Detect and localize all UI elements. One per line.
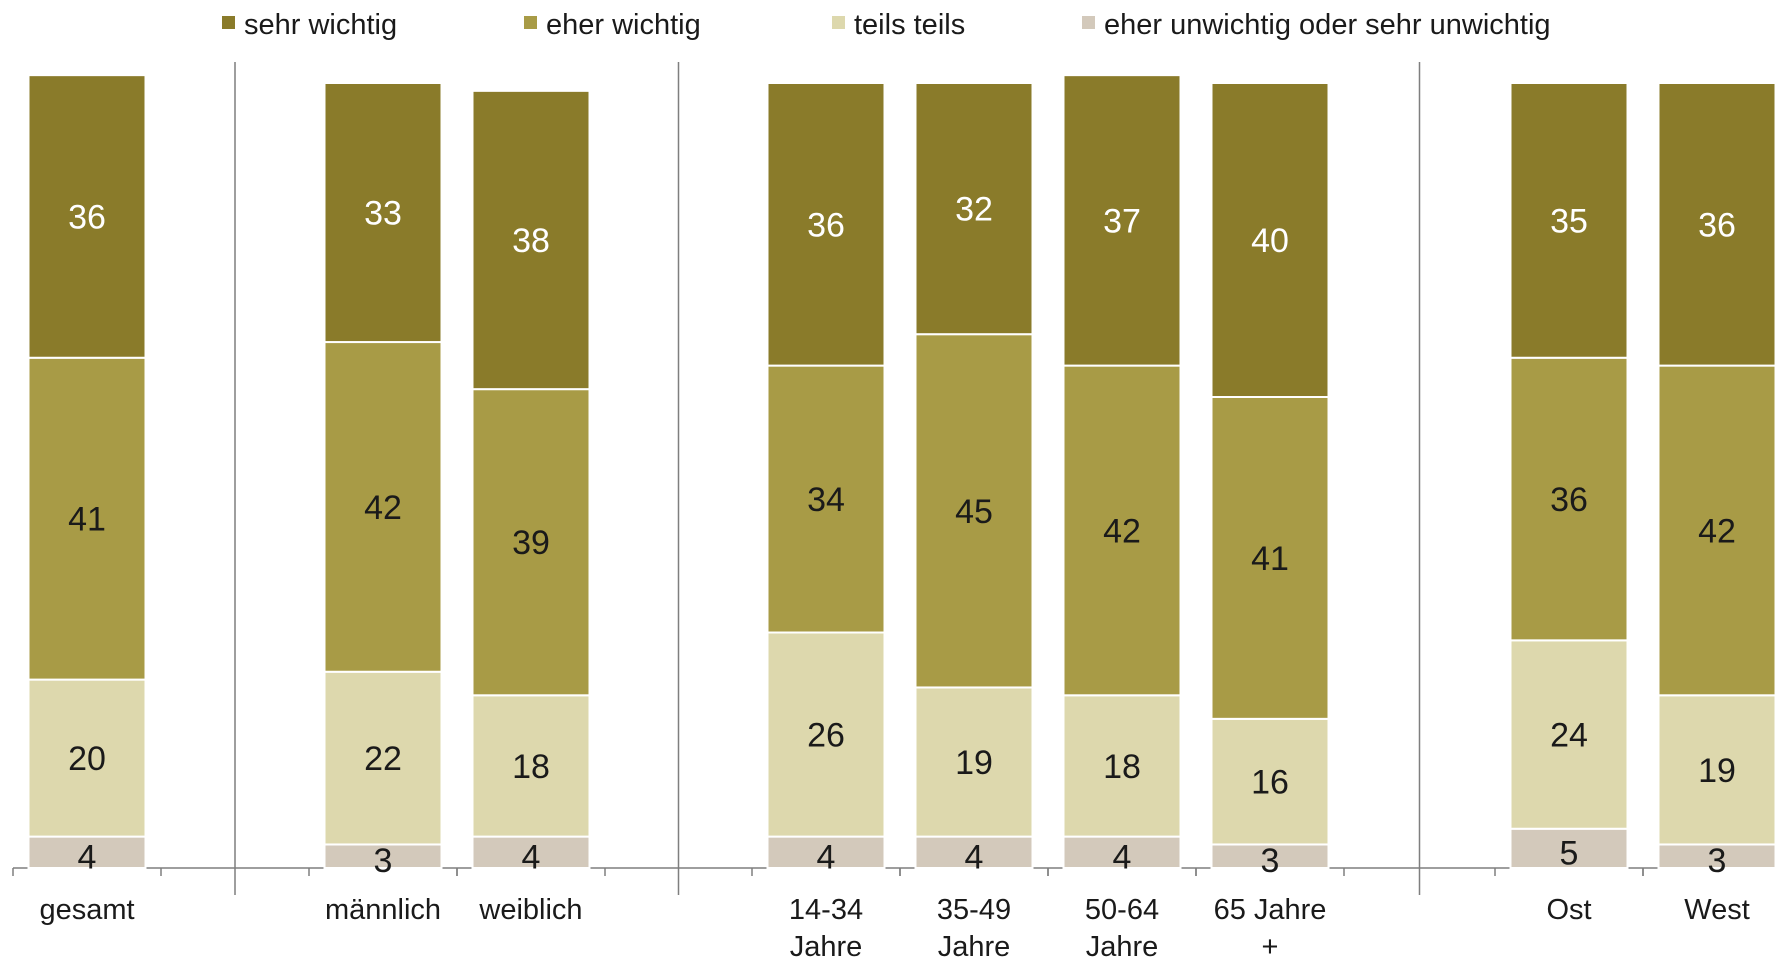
bar-segment-14-34-jahre-eher-unwichtig-oder-sehr-unwichtig [766, 835, 886, 869]
bar-segment-35-49-jahre-eher-unwichtig-oder-sehr-unwichtig [914, 835, 1034, 869]
data-label-männlich-teils-teils: 22 [364, 740, 402, 778]
data-label-ost-teils-teils: 24 [1550, 717, 1588, 755]
bar-segment-gesamt-sehr-wichtig [27, 74, 147, 359]
data-label-50-64-jahre-eher-unwichtig-oder-sehr-unwichtig: 4 [1113, 838, 1132, 876]
data-label-west-eher-unwichtig-oder-sehr-unwichtig: 3 [1708, 842, 1727, 880]
bar-segment-65-jahre-sehr-wichtig [1210, 82, 1330, 398]
category-label-west: West [1684, 894, 1750, 926]
data-label-35-49-jahre-eher-unwichtig-oder-sehr-unwichtig: 4 [965, 838, 984, 876]
legend-label-eher-wichtig: eher wichtig [546, 9, 701, 41]
category-label-14-34-jahre: 14-34 [789, 894, 863, 926]
data-label-65-jahre-sehr-wichtig: 40 [1251, 222, 1289, 260]
category-label-35-49-jahre: Jahre [938, 931, 1011, 958]
bar-segment-35-49-jahre-teils-teils [914, 686, 1034, 838]
bar-segment-west-sehr-wichtig [1657, 82, 1776, 367]
bar-segment-weiblich-sehr-wichtig [471, 89, 591, 391]
category-label-14-34-jahre: Jahre [790, 931, 863, 958]
bars: 4204136322423341839384263436419453241842… [27, 74, 1776, 880]
category-label-65-jahre: 65 Jahre [1214, 894, 1327, 926]
data-label-14-34-jahre-teils-teils: 26 [807, 717, 845, 755]
data-label-west-eher-wichtig: 42 [1698, 512, 1736, 550]
legend-swatch-sehr-wichtig [222, 16, 235, 29]
data-label-gesamt-eher-wichtig: 41 [68, 501, 106, 539]
data-label-west-sehr-wichtig: 36 [1698, 206, 1736, 244]
bar-segment-65-jahre-teils-teils [1210, 717, 1330, 846]
data-label-weiblich-eher-unwichtig-oder-sehr-unwichtig: 4 [522, 838, 541, 876]
bar-segment-ost-eher-wichtig [1509, 356, 1629, 642]
category-label-ost: Ost [1546, 894, 1591, 926]
legend: sehr wichtig eher wichtig teils teils eher … [222, 9, 1551, 41]
bar-segment-50-64-jahre-eher-unwichtig-oder-sehr-unwichtig [1062, 835, 1182, 869]
data-label-35-49-jahre-sehr-wichtig: 32 [955, 191, 993, 229]
data-label-14-34-jahre-eher-unwichtig-oder-sehr-unwichtig: 4 [817, 838, 836, 876]
bar-segment-14-34-jahre-sehr-wichtig [766, 82, 886, 367]
legend-label-eher-unwichtig-oder-sehr-unwichtig: eher unwichtig oder sehr unwichtig [1104, 9, 1551, 41]
data-label-gesamt-teils-teils: 20 [68, 740, 106, 778]
bar-segment-männlich-teils-teils [323, 670, 443, 846]
data-label-14-34-jahre-sehr-wichtig: 36 [807, 206, 845, 244]
category-label-50-64-jahre: Jahre [1086, 931, 1159, 958]
bar-segment-65-jahre-eher-wichtig [1210, 396, 1330, 720]
data-label-männlich-eher-wichtig: 42 [364, 489, 402, 527]
data-label-weiblich-eher-wichtig: 39 [512, 524, 550, 562]
category-label-35-49-jahre: 35-49 [937, 894, 1011, 926]
bar-segment-50-64-jahre-eher-wichtig [1062, 364, 1182, 697]
bar-segment-50-64-jahre-teils-teils [1062, 694, 1182, 838]
bar-segment-west-teils-teils [1657, 694, 1776, 846]
data-label-weiblich-teils-teils: 18 [512, 748, 550, 786]
bar-segment-weiblich-eher-wichtig [471, 388, 591, 697]
bar-segment-männlich-eher-wichtig [323, 341, 443, 673]
bar-segment-ost-sehr-wichtig [1509, 82, 1629, 359]
bar-segment-35-49-jahre-sehr-wichtig [914, 82, 1034, 336]
data-label-50-64-jahre-eher-wichtig: 42 [1103, 512, 1141, 550]
bar-segment-35-49-jahre-eher-wichtig [914, 333, 1034, 689]
bar-segment-14-34-jahre-teils-teils [766, 631, 886, 838]
bar-segment-west-eher-wichtig [1657, 364, 1776, 697]
data-label-männlich-sehr-wichtig: 33 [364, 195, 402, 233]
category-label-männlich: männlich [325, 894, 441, 926]
category-label-gesamt: gesamt [39, 894, 134, 926]
bar-segment-14-34-jahre-eher-wichtig [766, 364, 886, 634]
data-label-50-64-jahre-teils-teils: 18 [1103, 748, 1141, 786]
legend-swatch-eher-unwichtig-oder-sehr-unwichtig [1082, 16, 1095, 29]
legend-swatch-eher-wichtig [524, 16, 537, 29]
data-label-35-49-jahre-eher-wichtig: 45 [955, 493, 993, 531]
x-axis [12, 62, 1776, 895]
bar-segment-50-64-jahre-sehr-wichtig [1062, 74, 1182, 367]
category-labels: gesamt männlich weiblich 14-34 Jahre 35-49 Jah… [39, 894, 1749, 958]
legend-swatch-teils-teils [832, 16, 845, 29]
data-label-gesamt-sehr-wichtig: 36 [68, 198, 106, 236]
data-label-weiblich-sehr-wichtig: 38 [512, 222, 550, 260]
bar-segment-gesamt-teils-teils [27, 678, 147, 838]
category-label-65-jahre: + [1262, 931, 1279, 958]
legend-label-teils-teils: teils teils [854, 9, 965, 41]
data-label-65-jahre-eher-wichtig: 41 [1251, 540, 1289, 578]
bar-segment-weiblich-teils-teils [471, 694, 591, 838]
data-label-65-jahre-eher-unwichtig-oder-sehr-unwichtig: 3 [1261, 842, 1280, 880]
data-label-ost-sehr-wichtig: 35 [1550, 202, 1588, 240]
legend-label-sehr-wichtig: sehr wichtig [244, 9, 397, 41]
data-label-männlich-eher-unwichtig-oder-sehr-unwichtig: 3 [374, 842, 393, 880]
data-label-gesamt-eher-unwichtig-oder-sehr-unwichtig: 4 [78, 838, 97, 876]
category-label-weiblich: weiblich [478, 894, 582, 926]
data-label-35-49-jahre-teils-teils: 19 [955, 744, 993, 782]
category-label-50-64-jahre: 50-64 [1085, 894, 1159, 926]
data-label-14-34-jahre-eher-wichtig: 34 [807, 481, 845, 519]
data-label-65-jahre-teils-teils: 16 [1251, 764, 1289, 802]
data-label-ost-eher-unwichtig-oder-sehr-unwichtig: 5 [1560, 834, 1579, 872]
data-label-50-64-jahre-sehr-wichtig: 37 [1103, 202, 1141, 240]
bar-segment-männlich-sehr-wichtig [323, 82, 443, 344]
data-label-ost-eher-wichtig: 36 [1550, 481, 1588, 519]
data-label-west-teils-teils: 19 [1698, 752, 1736, 790]
